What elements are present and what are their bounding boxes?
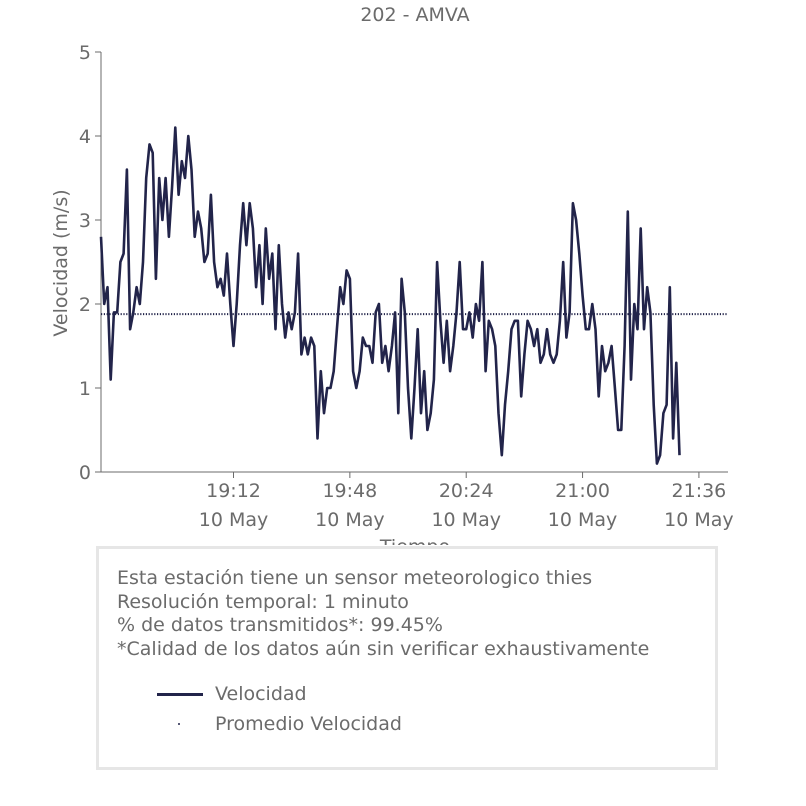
series-line-velocidad: [99, 126, 681, 465]
x-tick-label-time: 20:24: [439, 480, 494, 502]
y-axis-title: Velocidad (m/s): [50, 189, 72, 336]
x-tick-label-date: 10 May: [664, 509, 734, 531]
y-tick-label: 4: [79, 126, 91, 148]
info-line-transmission: % de datos transmitidos*: 99.45%: [117, 614, 443, 636]
y-axis: 0 1 2 3 4 5: [79, 42, 102, 484]
x-tick-label-date: 10 May: [431, 509, 501, 531]
y-tick-label: 1: [79, 378, 91, 400]
x-tick-label-date: 10 May: [548, 509, 618, 531]
x-tick-label-date: 10 May: [199, 509, 269, 531]
legend-line-icon: [157, 682, 203, 706]
x-tick-label-time: 19:48: [322, 480, 377, 502]
x-tick-label-date: 10 May: [315, 509, 385, 531]
y-tick-label: 0: [79, 462, 91, 484]
info-line-sensor: Esta estación tiene un sensor meteorolog…: [117, 567, 593, 589]
x-tick-label-time: 21:36: [672, 480, 727, 502]
chart: 202 - AMVA Velocidad (m/s) Tiempo 0 1 2 3 4 5…: [50, 4, 734, 545]
chart-title: 202 - AMVA: [360, 4, 469, 26]
info-line-resolution: Resolución temporal: 1 minuto: [117, 590, 409, 613]
info-lines: Esta estación tiene un sensor meteorolog…: [117, 567, 649, 661]
legend-label-velocidad: Velocidad: [215, 683, 307, 705]
legend-item-promedio: Promedio Velocidad: [157, 712, 402, 736]
x-tick-label-time: 19:12: [206, 480, 261, 502]
y-tick-label: 3: [79, 210, 91, 232]
series-layer: [99, 126, 728, 465]
x-tick-label-time: 21:00: [555, 480, 610, 502]
y-tick-label: 2: [79, 294, 91, 316]
legend-label-promedio: Promedio Velocidad: [215, 713, 402, 735]
legend-dot-icon: [157, 712, 203, 736]
info-box: Esta estación tiene un sensor meteorolog…: [96, 546, 718, 770]
x-axis: 19:12 10 May 19:48 10 May 20:24 10 May 21:00 10…: [101, 471, 734, 531]
y-tick-label: 5: [79, 42, 91, 64]
legend-item-velocidad: Velocidad: [157, 682, 307, 706]
x-axis-title: Tiempo: [379, 536, 450, 545]
info-line-quality-note: *Calidad de los datos aún sin verificar …: [117, 637, 650, 660]
